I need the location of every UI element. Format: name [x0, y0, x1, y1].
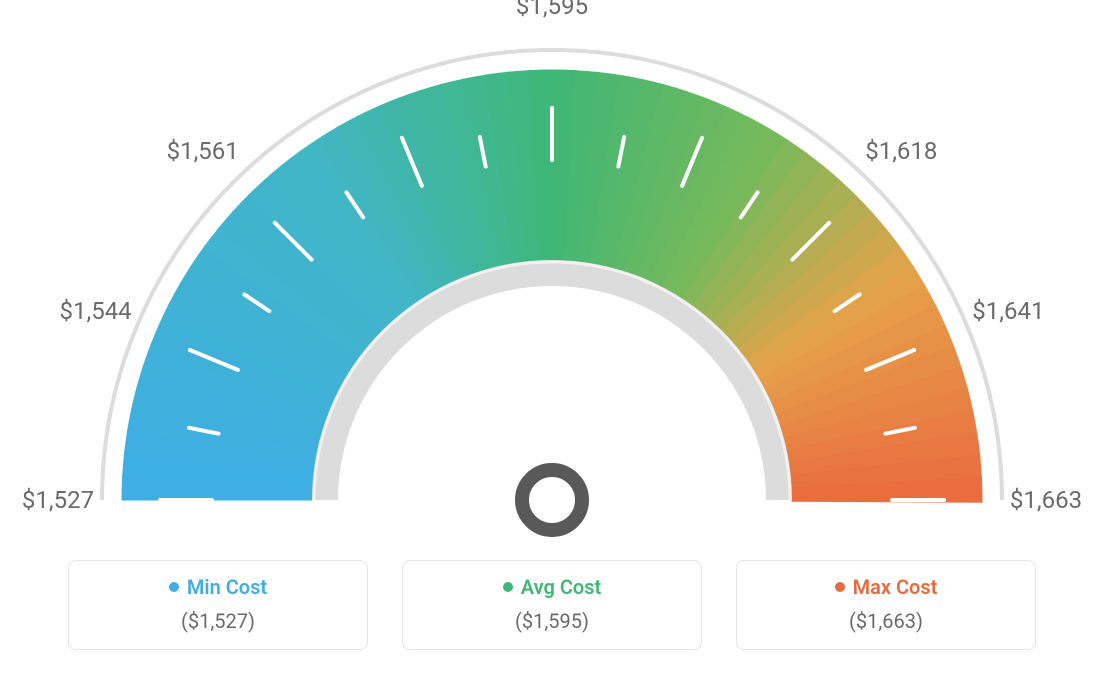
scale-label: $1,561: [167, 137, 239, 165]
legend-title-max: Max Cost: [853, 575, 938, 599]
legend-dot-avg: [503, 582, 513, 592]
scale-label: $1,663: [1010, 486, 1082, 514]
legend-dot-max: [835, 582, 845, 592]
legend-title-min: Min Cost: [187, 575, 267, 599]
legend-value-min: ($1,527): [69, 609, 367, 633]
legend-dot-min: [169, 582, 179, 592]
legend-row: Min Cost ($1,527) Avg Cost ($1,595) Max …: [0, 560, 1104, 650]
legend-card-avg: Avg Cost ($1,595): [402, 560, 702, 650]
gauge-svg: [0, 0, 1104, 560]
legend-card-min: Min Cost ($1,527): [68, 560, 368, 650]
gauge-infographic: $1,527 $1,544 $1,561 $1,595 $1,618 $1,641 $1,6…: [0, 0, 1104, 690]
scale-label: $1,527: [22, 486, 94, 514]
gauge-area: $1,527 $1,544 $1,561 $1,595 $1,618 $1,641 $1,6…: [0, 0, 1104, 560]
scale-label: $1,618: [865, 137, 937, 165]
legend-card-max: Max Cost ($1,663): [736, 560, 1036, 650]
legend-value-avg: ($1,595): [403, 609, 701, 633]
scale-label: $1,641: [972, 297, 1044, 325]
scale-label: $1,544: [60, 297, 132, 325]
legend-title-avg: Avg Cost: [521, 575, 602, 599]
scale-label: $1,595: [516, 0, 588, 20]
legend-value-max: ($1,663): [737, 609, 1035, 633]
